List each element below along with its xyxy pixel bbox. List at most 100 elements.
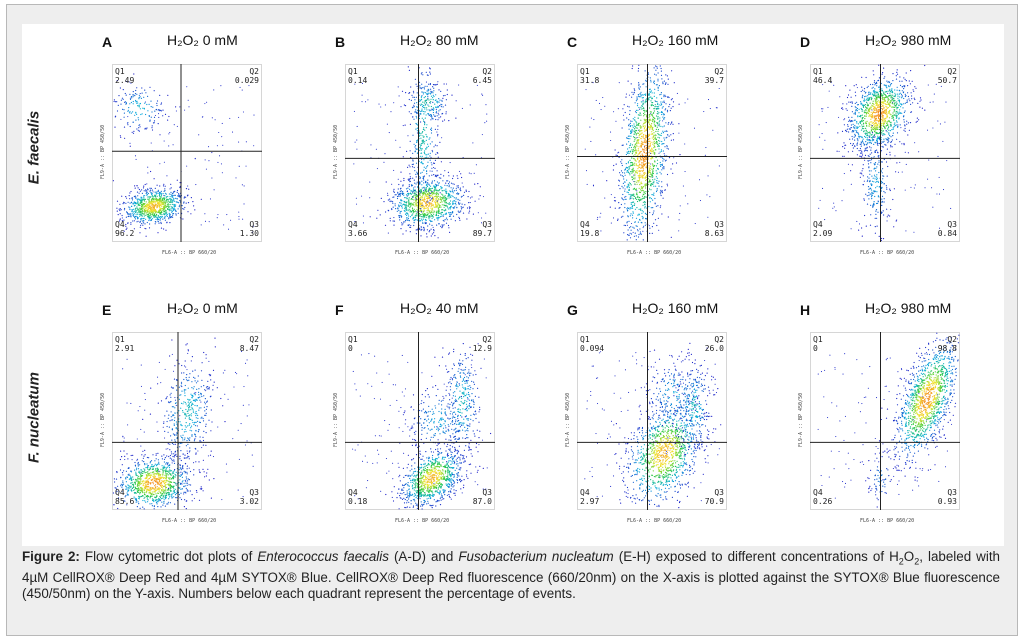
event-dot bbox=[238, 215, 240, 218]
event-dot bbox=[125, 94, 127, 96]
event-dot bbox=[138, 188, 140, 191]
event-dot bbox=[420, 149, 422, 151]
event-dot bbox=[449, 212, 451, 214]
event-dot bbox=[401, 222, 403, 224]
event-dot bbox=[632, 207, 634, 209]
event-dot bbox=[652, 164, 654, 166]
x-axis-label: FL6-A :: BP 660/20 bbox=[162, 250, 217, 256]
event-dot bbox=[139, 232, 141, 234]
event-dot bbox=[142, 219, 144, 221]
event-dot bbox=[641, 105, 643, 107]
event-dot bbox=[464, 204, 466, 206]
event-dot bbox=[420, 214, 422, 216]
event-dot bbox=[897, 106, 899, 108]
event-dot bbox=[434, 144, 436, 146]
event-dot bbox=[639, 131, 641, 133]
event-dot bbox=[665, 159, 667, 161]
event-dot bbox=[874, 83, 877, 85]
event-dot bbox=[848, 128, 850, 130]
event-dot bbox=[881, 105, 883, 108]
event-dot bbox=[442, 120, 444, 122]
quadrant-value: 39.7 bbox=[704, 76, 724, 85]
event-dot bbox=[642, 164, 644, 167]
event-dot bbox=[416, 85, 418, 87]
event-dot bbox=[844, 118, 846, 120]
event-dot bbox=[429, 194, 431, 196]
event-dot bbox=[649, 201, 651, 203]
event-dot bbox=[430, 132, 433, 134]
event-dot bbox=[134, 218, 136, 220]
event-dot bbox=[599, 216, 601, 218]
event-dot bbox=[894, 125, 896, 127]
event-dot bbox=[648, 92, 650, 94]
event-dot bbox=[151, 201, 153, 203]
event-dot bbox=[883, 125, 885, 127]
event-dot bbox=[653, 83, 655, 85]
event-dot bbox=[416, 152, 418, 154]
event-dot bbox=[641, 154, 644, 157]
event-dot bbox=[896, 89, 898, 91]
event-dot bbox=[649, 176, 651, 178]
event-dot bbox=[630, 164, 632, 166]
event-dot bbox=[634, 116, 636, 118]
event-dot bbox=[602, 171, 604, 173]
event-dot bbox=[433, 180, 436, 182]
event-dot bbox=[151, 195, 153, 197]
event-dot bbox=[168, 193, 170, 195]
event-dot bbox=[419, 227, 421, 229]
event-dot bbox=[133, 202, 135, 204]
event-dot bbox=[870, 124, 872, 126]
event-dot bbox=[154, 223, 156, 225]
event-dot bbox=[430, 114, 433, 117]
event-dot bbox=[940, 85, 942, 87]
event-dot bbox=[896, 138, 898, 140]
event-dot bbox=[656, 97, 658, 99]
event-dot bbox=[632, 126, 634, 128]
event-dot bbox=[129, 208, 131, 211]
event-dot bbox=[636, 200, 639, 203]
event-dot bbox=[891, 90, 893, 92]
event-dot bbox=[200, 198, 202, 200]
event-dot bbox=[149, 187, 151, 189]
event-dot bbox=[447, 171, 449, 173]
event-dot bbox=[133, 130, 135, 132]
event-dot bbox=[885, 121, 887, 123]
event-dot bbox=[444, 195, 446, 197]
event-dot bbox=[656, 143, 658, 145]
event-dot bbox=[393, 190, 395, 192]
event-dot bbox=[116, 110, 119, 112]
event-dot bbox=[430, 128, 432, 130]
event-dot bbox=[398, 209, 400, 212]
event-dot bbox=[174, 190, 176, 192]
event-dot bbox=[421, 206, 424, 208]
event-dot bbox=[148, 201, 150, 203]
event-dot bbox=[645, 218, 647, 220]
event-dot bbox=[420, 172, 422, 174]
event-dot bbox=[430, 119, 432, 121]
event-dot bbox=[632, 211, 634, 213]
event-dot bbox=[398, 204, 400, 206]
event-dot bbox=[143, 185, 145, 187]
event-dot bbox=[419, 100, 421, 102]
event-dot bbox=[132, 91, 134, 93]
event-dot bbox=[638, 95, 640, 97]
event-dot bbox=[424, 124, 426, 126]
event-dot bbox=[119, 219, 121, 221]
event-dot bbox=[129, 207, 131, 209]
event-dot bbox=[628, 141, 630, 143]
event-dot bbox=[639, 112, 641, 114]
event-dot bbox=[423, 120, 425, 122]
event-dot bbox=[626, 221, 628, 223]
event-dot bbox=[886, 107, 888, 109]
event-dot bbox=[446, 219, 448, 221]
event-dot bbox=[621, 162, 623, 164]
event-dot bbox=[137, 198, 139, 200]
event-dot bbox=[924, 187, 926, 189]
event-dot bbox=[421, 98, 423, 100]
event-dot bbox=[661, 140, 663, 143]
event-dot bbox=[661, 169, 663, 171]
event-dot bbox=[426, 107, 428, 109]
event-dot bbox=[585, 89, 587, 91]
event-dot bbox=[428, 105, 430, 107]
event-dot bbox=[659, 117, 661, 119]
